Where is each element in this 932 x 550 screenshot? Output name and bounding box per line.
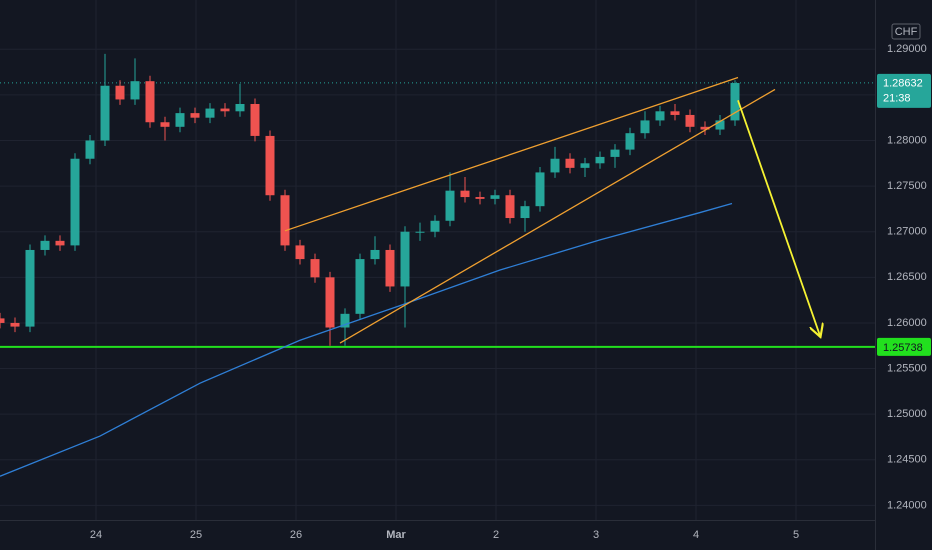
candle-body [475, 197, 485, 199]
candle-body [70, 158, 80, 246]
candle-body [610, 149, 620, 157]
candle-body [400, 231, 410, 287]
candle-body [100, 85, 110, 141]
candle-body [445, 190, 455, 221]
candle-body [145, 81, 155, 123]
y-tick-label: 1.26500 [887, 271, 927, 283]
y-tick-label: 1.29000 [887, 43, 927, 55]
candle-body [370, 249, 380, 260]
candle-body [730, 83, 740, 121]
y-tick-label: 1.26000 [887, 317, 927, 329]
x-tick-label: 25 [190, 529, 202, 541]
y-tick-label: 1.24000 [887, 499, 927, 511]
currency-box [891, 23, 921, 40]
candle-body [40, 240, 50, 250]
candle-body [625, 133, 635, 150]
candle-body [220, 108, 230, 112]
candle-body [670, 111, 680, 115]
plot-area [0, 0, 875, 520]
candle-body [175, 113, 185, 127]
trend-line [0, 202, 733, 477]
candle-body [295, 245, 305, 260]
candle-body [85, 140, 95, 159]
candle-body [685, 114, 695, 127]
candle-body [535, 172, 545, 207]
candle-body [565, 158, 575, 168]
level-box [877, 337, 931, 356]
candle-body [520, 206, 530, 219]
countdown-label: 21:38 [883, 93, 911, 105]
candle-body [280, 195, 290, 246]
x-tick-label: Mar [386, 529, 406, 541]
candle-body [325, 277, 335, 328]
candle-body [550, 158, 560, 173]
candle-body [265, 135, 275, 196]
candle-body [655, 111, 665, 121]
axes: 1.24000 1.24500 1.25000 1.25500 1.26000 1.265… [90, 43, 931, 541]
candle-body [415, 231, 425, 233]
candle-body [205, 108, 215, 118]
candle-body [430, 220, 440, 232]
y-tick-label: 1.24500 [887, 454, 927, 466]
candle-body [0, 318, 5, 323]
y-tick-label: 1.28000 [887, 134, 927, 146]
candle-body [595, 156, 605, 164]
candle-body [385, 249, 395, 287]
candle-body [715, 120, 725, 130]
x-tick-label: 3 [593, 529, 599, 541]
candle-body [310, 259, 320, 278]
y-tick-label: 1.27000 [887, 226, 927, 238]
level-label: 1.25738 [883, 342, 923, 354]
candle-body [190, 113, 200, 118]
last-price-label: 1.28632 [883, 78, 923, 90]
candle-body [460, 190, 470, 198]
x-tick-label: 24 [90, 529, 102, 541]
candle-body [340, 313, 350, 328]
y-tick-label: 1.25000 [887, 408, 927, 420]
candle-body [160, 122, 170, 127]
candle-body [250, 104, 260, 136]
last-price-box [877, 73, 931, 108]
candle-body [355, 259, 365, 314]
candle-body [640, 120, 650, 134]
candle-body [700, 126, 710, 130]
trend-line [339, 88, 776, 344]
projection-arrow [737, 100, 820, 335]
currency-label: CHF [895, 26, 918, 38]
trend-line [284, 76, 739, 232]
x-tick-label: 2 [493, 529, 499, 541]
candle-body [25, 249, 35, 327]
candle-body [55, 240, 65, 246]
y-tick-label: 1.27500 [887, 180, 927, 192]
candle-body [505, 195, 515, 219]
candle-body [580, 163, 590, 168]
candle-body [490, 195, 500, 199]
candle-body [10, 322, 20, 327]
y-tick-label: 1.25500 [887, 362, 927, 374]
candle-body [130, 81, 140, 100]
x-tick-label: 26 [290, 529, 302, 541]
candle-body [115, 85, 125, 100]
x-tick-label: 4 [693, 529, 699, 541]
x-tick-label: 5 [793, 529, 799, 541]
candle-body [235, 104, 245, 112]
